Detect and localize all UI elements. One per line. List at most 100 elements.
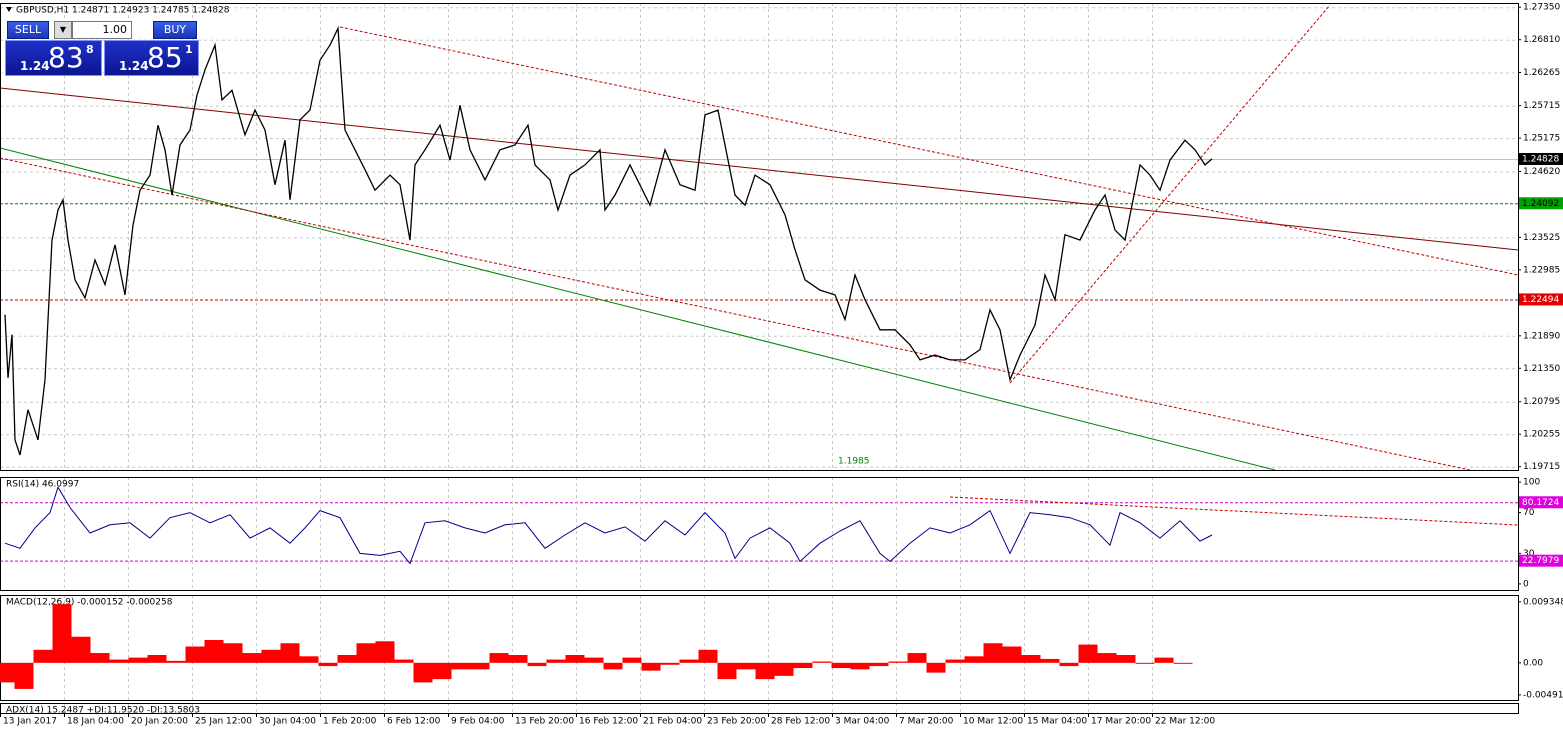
x-tick-label: 22 Mar 12:00 bbox=[1155, 717, 1215, 727]
line-label: 1.1985 bbox=[838, 457, 870, 467]
histogram-bar bbox=[33, 649, 53, 663]
histogram-bar bbox=[432, 662, 452, 680]
indicator-title: RSI(14) 46.0997 bbox=[6, 480, 79, 490]
panel-frame bbox=[0, 3, 1519, 471]
histogram-bar bbox=[337, 655, 357, 663]
indicator-title: MACD(12,26,9) -0.000152 -0.000258 bbox=[6, 598, 173, 608]
y-tick-label: 0.009348 bbox=[1523, 597, 1563, 607]
level-box bbox=[1519, 554, 1563, 567]
histogram-bar bbox=[546, 659, 566, 663]
histogram-bar bbox=[299, 656, 319, 663]
histogram-bar bbox=[166, 660, 186, 663]
histogram-bar bbox=[983, 643, 1003, 663]
trend-line bbox=[0, 87, 1519, 251]
bid-box[interactable]: 1.24 83 8 bbox=[5, 40, 102, 76]
histogram-bar bbox=[1173, 662, 1193, 664]
histogram-bar bbox=[964, 656, 984, 663]
x-tick-label: 13 Feb 20:00 bbox=[515, 717, 574, 727]
histogram-bar bbox=[204, 640, 224, 663]
x-tick-label: 18 Jan 04:00 bbox=[67, 717, 124, 727]
level-box bbox=[1519, 152, 1563, 165]
indicator-title: ADX(14) 15.2487 +DI:11.9520 -DI:13.5803 bbox=[6, 706, 200, 716]
histogram-bar bbox=[945, 659, 965, 663]
level-box bbox=[1519, 293, 1563, 306]
y-tick-label: 1.19715 bbox=[1523, 462, 1560, 472]
histogram-bar bbox=[1154, 657, 1174, 663]
histogram-bar bbox=[527, 662, 547, 667]
rsi-trend-line bbox=[949, 496, 1519, 526]
buy-button[interactable]: BUY bbox=[153, 21, 197, 39]
channel-line bbox=[339, 26, 1519, 276]
histogram-bar bbox=[812, 661, 832, 663]
histogram-bar bbox=[242, 653, 262, 663]
histogram-bar bbox=[850, 662, 870, 670]
bid-pips: 83 bbox=[48, 41, 84, 74]
histogram-bar bbox=[1059, 662, 1079, 667]
histogram-bar bbox=[489, 653, 509, 663]
y-tick-label: 100 bbox=[1523, 478, 1540, 488]
histogram-bar bbox=[907, 653, 927, 663]
y-tick-label: 1.26810 bbox=[1523, 35, 1560, 45]
histogram-bar bbox=[185, 646, 205, 663]
histogram-bar bbox=[1078, 644, 1098, 663]
histogram-bar bbox=[736, 662, 756, 670]
histogram-bar bbox=[1021, 655, 1041, 663]
x-tick-label: 30 Jan 04:00 bbox=[259, 717, 316, 727]
histogram-bar bbox=[413, 662, 433, 683]
y-tick-label: 1.20795 bbox=[1523, 397, 1560, 407]
channel-line bbox=[0, 157, 1471, 471]
x-tick-label: 28 Feb 12:00 bbox=[771, 717, 830, 727]
y-tick-label: 0 bbox=[1523, 579, 1529, 589]
y-tick-label: 1.22985 bbox=[1523, 265, 1560, 275]
bid-fraction: 8 bbox=[86, 43, 94, 56]
histogram-bar bbox=[584, 657, 604, 663]
x-tick-label: 9 Feb 04:00 bbox=[451, 717, 505, 727]
histogram-bar bbox=[71, 636, 91, 663]
x-tick-label: 1 Feb 20:00 bbox=[323, 717, 377, 727]
x-tick-label: 23 Feb 20:00 bbox=[707, 717, 766, 727]
lot-dropdown[interactable]: ▼ bbox=[54, 21, 72, 39]
ask-box[interactable]: 1.24 85 1 bbox=[104, 40, 199, 76]
panel-frame bbox=[0, 703, 1519, 714]
histogram-bar bbox=[717, 662, 737, 680]
header-icon bbox=[6, 7, 12, 12]
y-tick-label: 1.24620 bbox=[1523, 167, 1560, 177]
x-tick-label: 7 Mar 20:00 bbox=[899, 717, 954, 727]
x-tick-label: 25 Jan 12:00 bbox=[195, 717, 252, 727]
level-box bbox=[1519, 496, 1563, 509]
histogram-bar bbox=[1097, 653, 1117, 663]
y-tick-label: 1.21350 bbox=[1523, 364, 1560, 374]
y-tick-label: 0.00 bbox=[1523, 658, 1543, 668]
ask-fraction: 1 bbox=[185, 43, 193, 56]
price-line bbox=[4, 25, 1213, 456]
histogram-bar bbox=[926, 662, 946, 673]
indicator-line bbox=[4, 485, 1213, 565]
x-tick-label: 10 Mar 12:00 bbox=[963, 717, 1023, 727]
y-tick-label: 1.23525 bbox=[1523, 233, 1560, 243]
y-tick-label: -0.004918 bbox=[1523, 690, 1563, 700]
x-tick-label: 21 Feb 04:00 bbox=[643, 717, 702, 727]
y-tick-label: 1.25715 bbox=[1523, 101, 1560, 111]
chart-header: GBPUSD,H1 1.24871 1.24923 1.24785 1.2482… bbox=[16, 6, 230, 16]
histogram-bar bbox=[888, 661, 908, 663]
bid-big-figure: 1.24 bbox=[20, 59, 50, 73]
histogram-bar bbox=[603, 662, 623, 670]
histogram-bar bbox=[793, 662, 813, 669]
level-label: 22.7979 bbox=[1522, 556, 1559, 566]
histogram-bar bbox=[128, 657, 148, 663]
histogram-bar bbox=[660, 662, 680, 665]
histogram-bar bbox=[52, 604, 72, 663]
y-tick-label: 30 bbox=[1523, 549, 1535, 559]
x-tick-label: 20 Jan 20:00 bbox=[131, 717, 188, 727]
level-label: 1.24092 bbox=[1522, 199, 1559, 209]
histogram-bar bbox=[147, 655, 167, 663]
lot-input[interactable]: 1.00 bbox=[72, 21, 132, 39]
histogram-bar bbox=[223, 643, 243, 663]
sell-button[interactable]: SELL bbox=[7, 21, 49, 39]
x-tick-label: 13 Jan 2017 bbox=[3, 717, 57, 727]
histogram-bar bbox=[641, 662, 661, 671]
histogram-bar bbox=[14, 662, 34, 689]
level-label: 1.22494 bbox=[1522, 295, 1559, 305]
trend-line bbox=[1009, 4, 1331, 384]
